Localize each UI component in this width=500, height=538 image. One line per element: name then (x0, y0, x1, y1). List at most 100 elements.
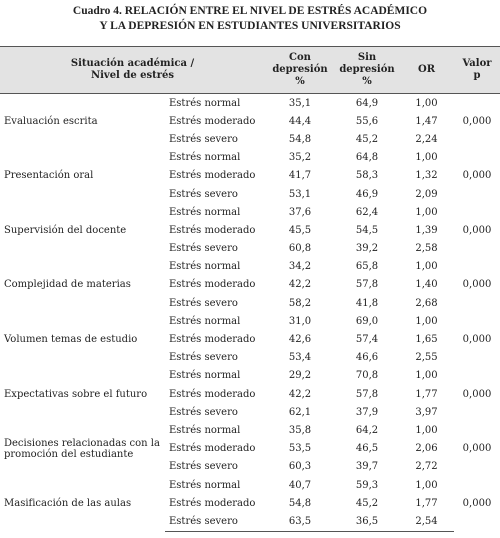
cell-value: 65,8 (355, 261, 379, 273)
cell-value: 46,9 (355, 188, 379, 200)
cell-value: 1,77 (415, 388, 438, 400)
table-row: Estrés severo 60,8 39,2 2,58 (0, 240, 500, 258)
group-label: Complejidad de materias (4, 279, 131, 291)
header-text: OR (417, 64, 436, 75)
header-row: Situación académica / Nivel de estrés Con d… (0, 46, 500, 94)
cell-value: 42,6 (288, 334, 312, 346)
cell-value: 35,1 (288, 97, 312, 109)
cell-value: 1,47 (415, 115, 438, 127)
header-text: Con (289, 52, 311, 63)
table-row: Estrés moderado 41,7 58,3 1,32 (0, 167, 500, 185)
title-line: Y LA DEPRESIÓN EN ESTUDIANTES UNIVERSITA… (99, 20, 401, 32)
cell-value: 2,58 (415, 243, 438, 255)
title: Cuadro 4. RELACIÓN ENTRE EL NIVEL DE EST… (0, 0, 500, 46)
cell-value: 37,9 (355, 406, 379, 418)
header-cell: Valor p (454, 46, 500, 94)
cell-value: 31,0 (288, 315, 312, 327)
stress-level: Estrés moderado (169, 279, 256, 291)
cell-value: 1,00 (415, 261, 438, 273)
table-row: Expectativas sobre el futuro Estrés norma… (0, 367, 500, 399)
table-row: Estrés severo 53,1 46,9 2,09 (0, 185, 500, 203)
cell-value: 34,2 (288, 261, 312, 273)
header-text: Sin (357, 52, 377, 63)
table-row: Estrés severo 60,3 39,7 2,72 (0, 458, 500, 476)
table-body: Evaluación escrita Estrés normal 35,1 64,9 1… (0, 94, 500, 532)
stress-level: Estrés normal (169, 97, 241, 109)
cell-value: 64,2 (355, 424, 379, 436)
cell-value: 41,8 (355, 297, 379, 309)
cell-value: 45,2 (355, 133, 379, 145)
cell-value: 53,5 (288, 443, 312, 455)
cell-value: 1,00 (415, 370, 438, 382)
header-text: depresión (339, 64, 395, 75)
table-row: Estrés moderado 42,6 57,4 1,65 (0, 330, 500, 348)
stress-level: Estrés normal (169, 370, 241, 382)
table-row: Volumen temas de estudio Estrés normal 31,… (0, 312, 500, 345)
cell-value: 59,3 (355, 479, 379, 491)
header-text: Nivel de estrés (90, 70, 175, 81)
table-row: Estrés moderado 42,2 57,8 1,40 (0, 276, 500, 294)
cell-value: 69,0 (355, 315, 379, 327)
group-label: Presentación oral (4, 170, 94, 182)
cell-value: 53,1 (288, 188, 312, 200)
table-row: Evaluación escrita Estrés normal 35,1 64,9 1… (0, 94, 500, 127)
cell-value: 40,7 (288, 479, 312, 491)
table-row: Estrés severo 54,8 45,2 2,24 (0, 130, 500, 148)
cell-value: 1,00 (415, 479, 438, 491)
cell-value: 2,72 (415, 461, 438, 473)
cell-value: 1,77 (415, 497, 438, 509)
cell-value: 39,2 (355, 243, 379, 255)
cell-value: 54,5 (355, 224, 379, 236)
stress-level: Estrés moderado (169, 388, 256, 400)
cell-value: 1,00 (415, 424, 438, 436)
title-line: Cuadro 4. RELACIÓN ENTRE EL NIVEL DE EST… (72, 5, 428, 17)
cell-value: 45,5 (288, 224, 312, 236)
cell-value: 55,6 (355, 115, 379, 127)
cell-value: 63,5 (265, 512, 335, 532)
cell-value: 39,7 (355, 461, 379, 473)
p-value: 0,000 (462, 388, 492, 400)
group-label: Masificación de las aulas (4, 497, 132, 509)
stress-level: Estrés severo (169, 461, 238, 473)
p-value: 0,000 (462, 497, 492, 509)
stress-level: Estrés moderado (169, 115, 256, 127)
header-text: depresión (272, 64, 328, 75)
cell-value: 35,8 (288, 424, 312, 436)
group-label: Expectativas sobre el futuro (4, 388, 148, 400)
stress-level: Estrés normal (169, 424, 241, 436)
header-text: % (295, 76, 305, 87)
cell-value: 54,8 (288, 133, 312, 145)
group-label: Volumen temas de estudio (4, 334, 138, 346)
cell-value: 42,2 (288, 388, 312, 400)
p-value: 0,000 (462, 334, 492, 346)
cell-value: 1,00 (415, 315, 438, 327)
cell-value: 2,24 (415, 133, 438, 145)
table-row: Estrés moderado 44,4 55,6 1,47 (0, 112, 500, 130)
cell-value: 42,2 (288, 279, 312, 291)
stress-level: Estrés severo (169, 406, 238, 418)
cell-value: 1,00 (415, 97, 438, 109)
table-row: Presentación oral Estrés normal 35,2 64,8 1,… (0, 149, 500, 181)
table-row: Complejidad de materias Estrés normal 34,2… (0, 258, 500, 290)
stress-level: Estrés severo (169, 133, 238, 145)
cell-value: 45,2 (355, 497, 379, 509)
cell-value: 35,2 (288, 152, 312, 164)
cell-value: 44,4 (288, 115, 312, 127)
cell-value: 1,65 (415, 334, 438, 346)
cell-value: 57,8 (355, 279, 379, 291)
header-text: Valor (462, 58, 492, 69)
cell-value: 1,39 (415, 224, 438, 236)
table-row: Estrés moderado 42,2 57,8 1,77 (0, 385, 500, 403)
header-text: Situación académica / (70, 58, 195, 69)
group-label: Supervisión del docente (4, 224, 127, 236)
header-cell: Sin depresión% (335, 46, 399, 94)
stress-level: Estrés severo (165, 512, 265, 532)
p-value: 0,000 (462, 224, 492, 236)
stress-level: Estrés normal (169, 261, 241, 273)
header-cell: OR (399, 46, 454, 94)
p-value: 0,000 (462, 279, 492, 291)
cell-value: 64,8 (355, 152, 379, 164)
cell-value: 57,4 (355, 334, 379, 346)
table-row: Estrés moderado 45,5 54,5 1,39 (0, 221, 500, 239)
